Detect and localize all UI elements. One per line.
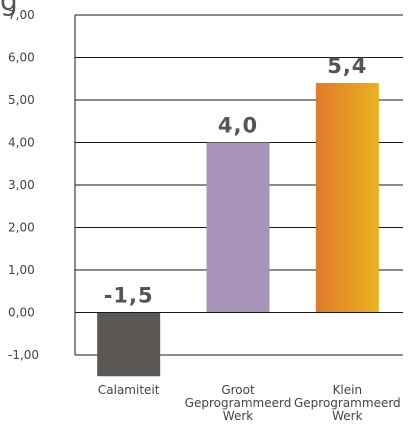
bar (97, 312, 161, 377)
y-tick-label: -1,00 (8, 348, 39, 362)
data-label: 5,4 (327, 54, 367, 78)
y-tick-label: 0,00 (8, 306, 35, 320)
category-label: Werk (223, 409, 253, 423)
y-tick-label: 2,00 (8, 221, 35, 235)
category-label: Geprogrammeerd (294, 396, 401, 410)
category-label: Werk (332, 409, 362, 423)
y-tick-label: 7,00 (8, 8, 35, 22)
category-label: Klein (333, 383, 363, 397)
category-label: Groot (221, 383, 255, 397)
y-tick-label: 4,00 (8, 136, 35, 150)
y-tick-label: 6,00 (8, 51, 35, 65)
cut-off-title: g (0, 0, 18, 17)
bar (206, 142, 270, 313)
y-tick-label: 1,00 (8, 263, 35, 277)
category-label: Calamiteit (98, 383, 160, 397)
bar (315, 83, 379, 313)
data-label: -1,5 (104, 284, 154, 308)
data-label: 4,0 (218, 114, 258, 138)
y-tick-label: 3,00 (8, 178, 35, 192)
category-label: Geprogrammeerd (185, 396, 292, 410)
y-tick-label: 5,00 (8, 93, 35, 107)
